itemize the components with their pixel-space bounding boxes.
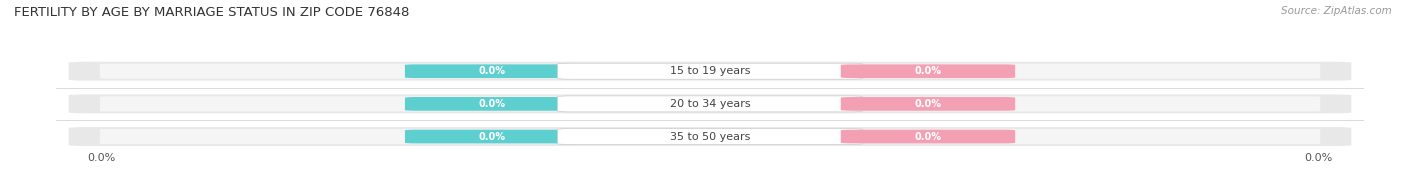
Text: 0.0%: 0.0%: [87, 153, 115, 163]
FancyBboxPatch shape: [841, 130, 1015, 143]
FancyBboxPatch shape: [405, 97, 579, 111]
Text: 0.0%: 0.0%: [478, 132, 506, 142]
Text: 0.0%: 0.0%: [478, 99, 506, 109]
FancyBboxPatch shape: [841, 97, 1015, 111]
Text: 20 to 34 years: 20 to 34 years: [669, 99, 751, 109]
Text: Source: ZipAtlas.com: Source: ZipAtlas.com: [1281, 6, 1392, 16]
FancyBboxPatch shape: [405, 64, 579, 78]
FancyBboxPatch shape: [100, 96, 1320, 111]
Text: 0.0%: 0.0%: [914, 66, 942, 76]
FancyBboxPatch shape: [558, 63, 862, 79]
FancyBboxPatch shape: [69, 94, 1351, 113]
Text: 0.0%: 0.0%: [478, 66, 506, 76]
FancyBboxPatch shape: [100, 129, 1320, 144]
Text: FERTILITY BY AGE BY MARRIAGE STATUS IN ZIP CODE 76848: FERTILITY BY AGE BY MARRIAGE STATUS IN Z…: [14, 6, 409, 19]
FancyBboxPatch shape: [69, 62, 1351, 81]
Text: 0.0%: 0.0%: [914, 132, 942, 142]
FancyBboxPatch shape: [69, 127, 1351, 146]
Text: 15 to 19 years: 15 to 19 years: [669, 66, 751, 76]
FancyBboxPatch shape: [405, 130, 579, 143]
FancyBboxPatch shape: [100, 64, 1320, 79]
FancyBboxPatch shape: [841, 64, 1015, 78]
Text: 0.0%: 0.0%: [914, 99, 942, 109]
FancyBboxPatch shape: [558, 129, 862, 145]
FancyBboxPatch shape: [558, 96, 862, 112]
Text: 35 to 50 years: 35 to 50 years: [669, 132, 751, 142]
Text: 0.0%: 0.0%: [1305, 153, 1333, 163]
